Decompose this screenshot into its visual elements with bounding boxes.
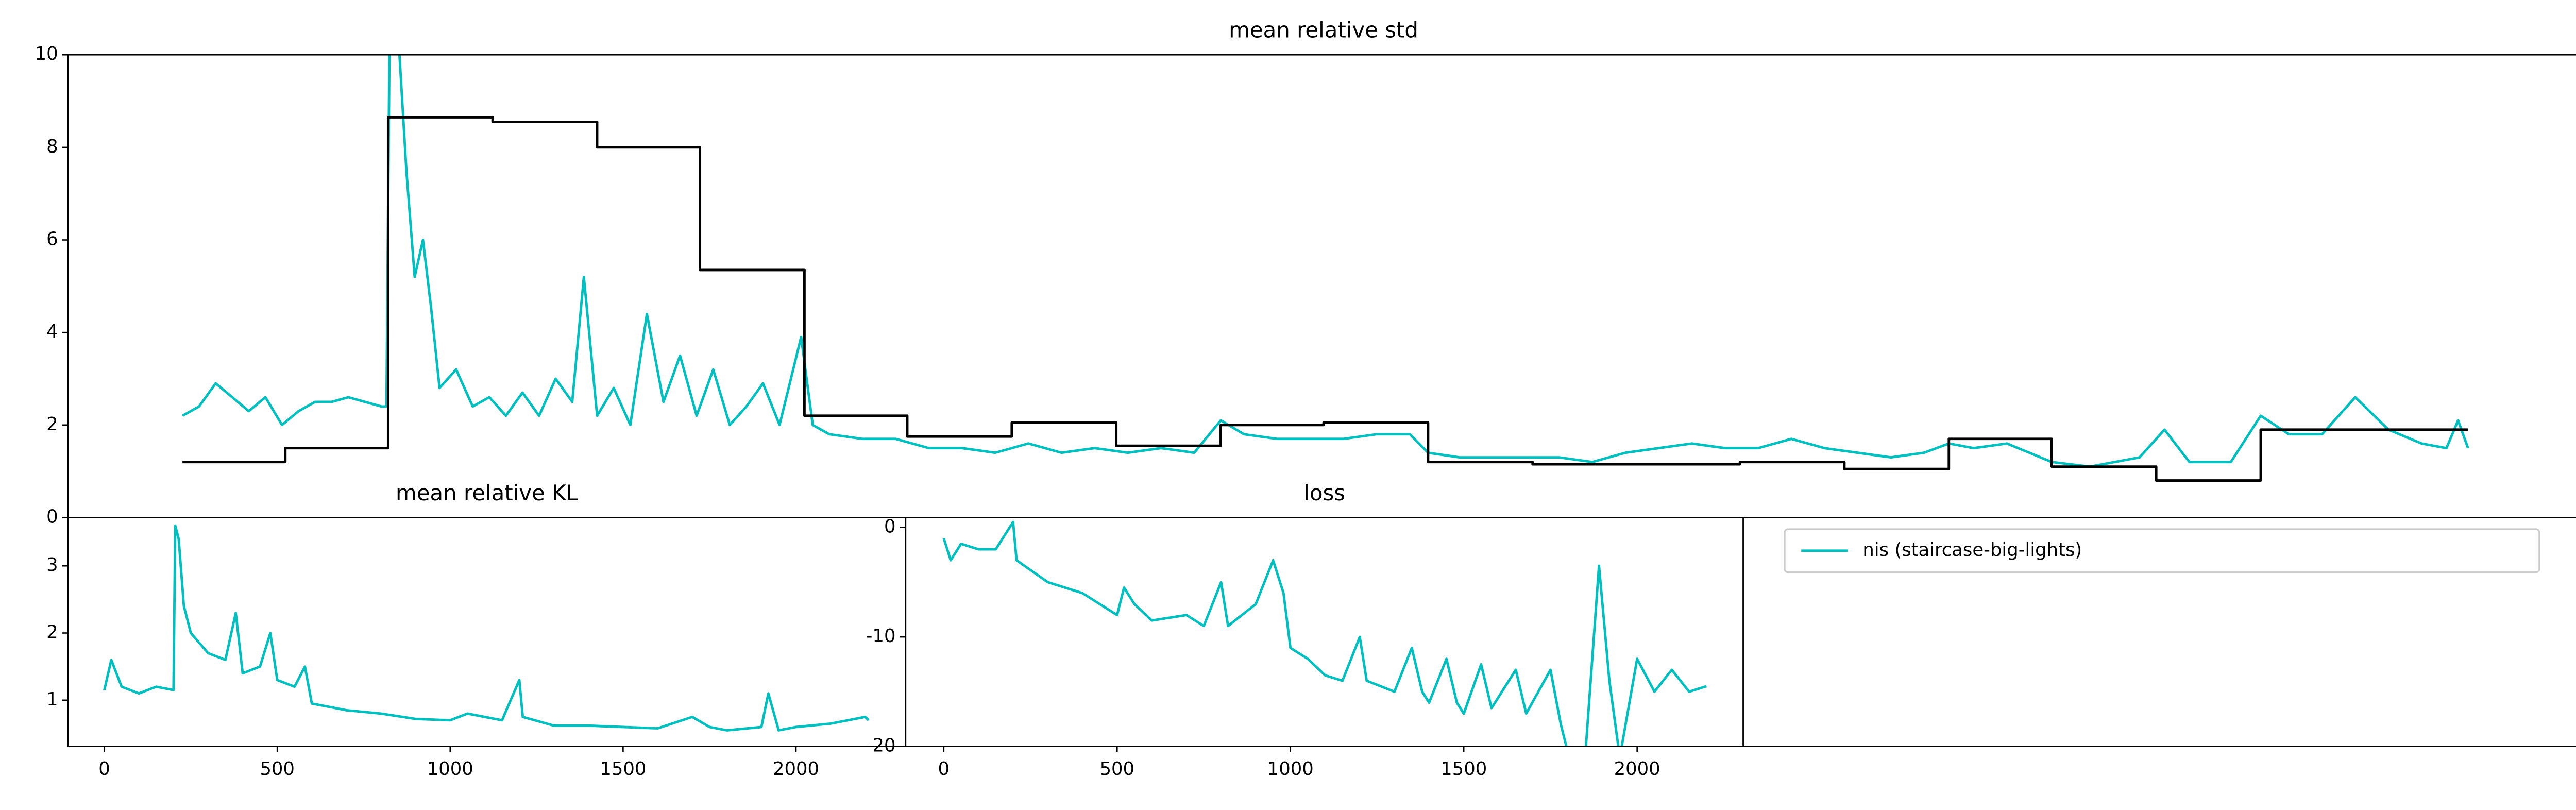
- y-tick-label: 6: [46, 229, 58, 250]
- line-series: [103, 524, 870, 732]
- chart-title: loss: [1303, 480, 1345, 505]
- y-tick-label: 2: [46, 622, 58, 643]
- chart-title: mean relative KL: [396, 480, 579, 505]
- plot-area: [181, 55, 2469, 482]
- y-tick-label: 1: [46, 689, 58, 710]
- y-tick-label: 8: [46, 136, 58, 157]
- x-tick-label: 500: [260, 758, 295, 780]
- line-series: [942, 520, 1707, 747]
- axes-frame: [67, 517, 907, 747]
- x-tick-label: 0: [938, 758, 950, 780]
- line-series: [182, 116, 2468, 482]
- legend-box: [1784, 528, 2540, 573]
- x-tick-label: 2000: [773, 758, 819, 780]
- x-tick-label: 1000: [1267, 758, 1314, 780]
- x-tick-label: 1000: [427, 758, 473, 780]
- x-tick-label: 2000: [1614, 758, 1660, 780]
- x-tick-label: 500: [1099, 758, 1134, 780]
- y-tick-label: 4: [46, 321, 58, 342]
- y-tick-label: 10: [35, 43, 58, 64]
- y-tick-label: 0: [884, 516, 896, 537]
- y-tick-label: 2: [46, 414, 58, 435]
- y-tick-label: 0: [46, 506, 58, 527]
- y-tick-label: -20: [866, 735, 896, 756]
- x-tick-label: 1500: [600, 758, 646, 780]
- axes-frame: [1742, 517, 2576, 747]
- x-tick-label: 0: [98, 758, 110, 780]
- axes-frame: [67, 54, 2576, 518]
- chart-title: mean relative std: [1229, 18, 1418, 43]
- x-tick-label: 1500: [1440, 758, 1487, 780]
- y-tick-label: -10: [866, 626, 896, 647]
- line-series: [181, 55, 2469, 468]
- y-tick-label: 3: [46, 554, 58, 576]
- axes-frame: [905, 517, 1744, 747]
- plot-area: [103, 524, 870, 732]
- legend-label: nis (staircase-big-lights): [1862, 539, 2082, 561]
- plot-area: [942, 520, 1707, 747]
